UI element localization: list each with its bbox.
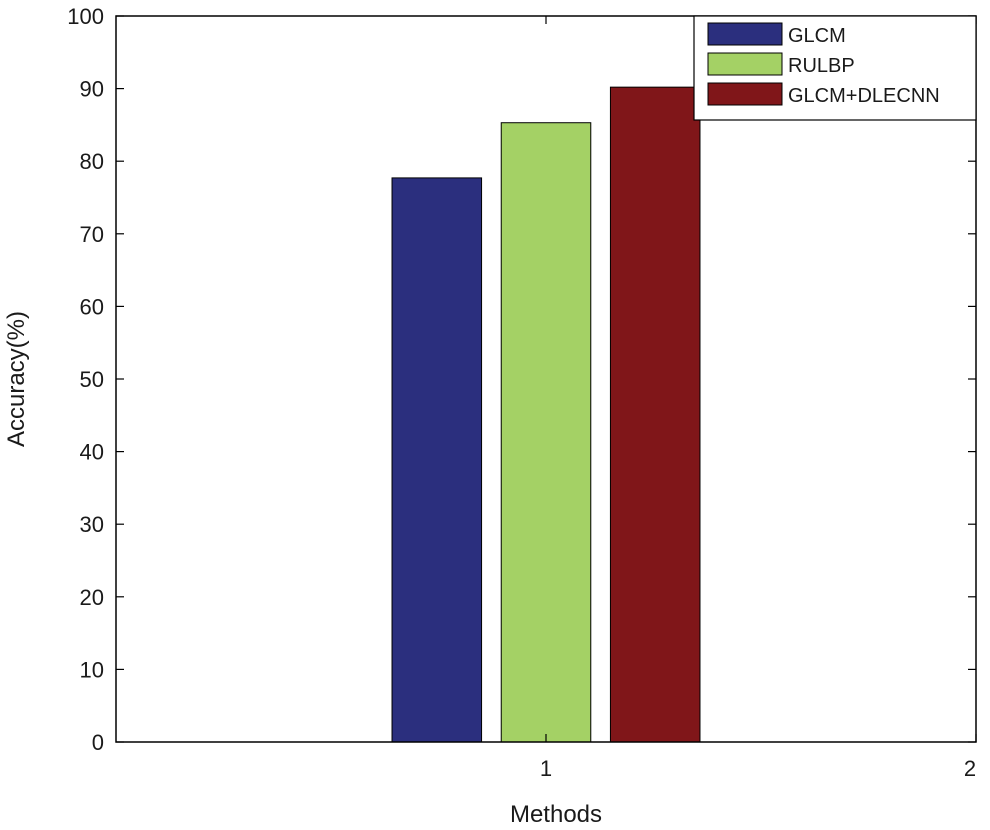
y-tick-label: 60 <box>80 294 104 319</box>
bars-group <box>391 86 701 743</box>
y-tick-label: 20 <box>80 585 104 610</box>
y-tick-label: 0 <box>92 730 104 755</box>
x-tick-label: 2 <box>964 756 976 781</box>
legend: GLCM RULBP GLCM+DLECNN <box>693 15 977 121</box>
x-axis-label: Methods <box>510 801 602 828</box>
legend-label: RULBP <box>788 55 855 77</box>
y-axis-label: Accuracy(%) <box>3 311 30 447</box>
axis-ticks-group: 0 10 20 30 40 50 60 70 80 90 100 1 2 <box>67 4 977 781</box>
bar-glcm-dlecnn <box>609 86 701 743</box>
legend-label: GLCM+DLECNN <box>788 85 940 107</box>
y-tick-label: 70 <box>80 222 104 247</box>
y-tick-label: 40 <box>80 440 104 465</box>
bar-rulbp <box>500 122 592 743</box>
x-tick-label: 1 <box>540 756 552 781</box>
y-tick-label: 100 <box>67 4 104 29</box>
y-tick-label: 10 <box>80 657 104 682</box>
bar-glcm <box>391 177 483 743</box>
y-tick-label: 50 <box>80 367 104 392</box>
y-tick-label: 90 <box>80 77 104 102</box>
legend-swatch <box>707 82 783 106</box>
y-tick-label: 30 <box>80 512 104 537</box>
legend-label: GLCM <box>788 25 846 47</box>
legend-swatch <box>707 52 783 76</box>
legend-swatch <box>707 22 783 46</box>
y-tick-label: 80 <box>80 149 104 174</box>
